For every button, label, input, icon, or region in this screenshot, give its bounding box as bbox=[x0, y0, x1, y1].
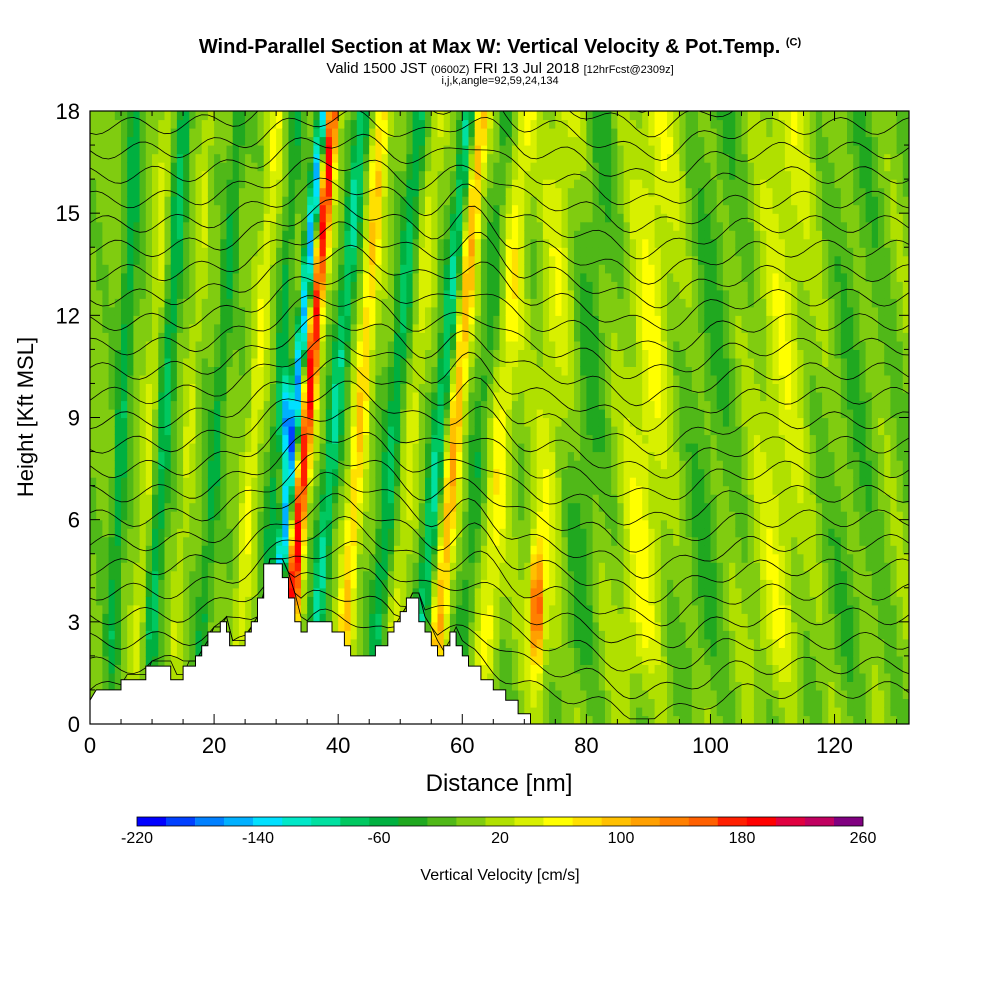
colorbar-tick-label: 100 bbox=[608, 830, 635, 847]
colorbar-swatch bbox=[688, 817, 719, 826]
y-tick-label: 3 bbox=[68, 610, 80, 635]
y-axis: 0 3 6 9 12 15 18 bbox=[56, 99, 909, 737]
x-tick-label: 100 bbox=[692, 733, 729, 758]
x-tick-label: 20 bbox=[202, 733, 226, 758]
y-axis-label: Height [Kft MSL] bbox=[13, 337, 38, 497]
colorbar-swatch bbox=[398, 817, 428, 826]
colorbar-swatch bbox=[601, 817, 631, 826]
terrain bbox=[90, 563, 531, 724]
x-tick-label: 120 bbox=[816, 733, 853, 758]
colorbar-swatch bbox=[369, 817, 399, 826]
x-tick-label: 40 bbox=[326, 733, 350, 758]
chart-params: i,j,k,angle=92,59,24,134 bbox=[441, 75, 559, 87]
colorbar-tick-label: 180 bbox=[729, 830, 756, 847]
colorbar-tick-label: -220 bbox=[121, 830, 153, 847]
chart-title: Wind-Parallel Section at Max W: Vertical… bbox=[198, 36, 802, 58]
colorbar-swatch bbox=[746, 817, 777, 826]
y-tick-label: 0 bbox=[68, 712, 80, 737]
colorbar-tick-label: -60 bbox=[367, 830, 390, 847]
colorbar-swatch bbox=[717, 817, 748, 826]
colorbar-swatch bbox=[427, 817, 457, 826]
y-tick-label: 12 bbox=[56, 303, 80, 328]
x-axis-label: Distance [nm] bbox=[426, 770, 573, 797]
x-tick-label: 80 bbox=[574, 733, 598, 758]
y-tick-label: 9 bbox=[68, 406, 80, 431]
colorbar-swatch bbox=[543, 817, 573, 826]
colorbar-swatch bbox=[195, 817, 225, 826]
x-tick-label: 0 bbox=[84, 733, 96, 758]
chart-subtitle: Valid 1500 JST (0600Z) FRI 13 Jul 2018 [… bbox=[326, 60, 674, 77]
y-tick-label: 6 bbox=[68, 508, 80, 533]
x-axis: 0 20 40 60 80 100 120 bbox=[84, 111, 898, 758]
colorbar-tick-label: -140 bbox=[242, 830, 274, 847]
colorbar-swatch bbox=[659, 817, 689, 826]
y-tick-label: 18 bbox=[56, 99, 80, 124]
colorbar-swatch bbox=[514, 817, 544, 826]
colorbar-swatch bbox=[834, 817, 864, 826]
colorbar-swatch bbox=[572, 817, 602, 826]
colorbar-swatch bbox=[253, 817, 283, 826]
colorbar-swatch bbox=[282, 817, 312, 826]
colorbar-swatch bbox=[456, 817, 486, 826]
colorbar-swatch bbox=[166, 817, 196, 826]
colorbar-swatch bbox=[775, 817, 806, 826]
colorbar-tick-label: 20 bbox=[491, 830, 509, 847]
colorbar-label: Vertical Velocity [cm/s] bbox=[420, 867, 579, 884]
colorbar-tick-label: 260 bbox=[850, 830, 877, 847]
colorbar-swatch bbox=[630, 817, 660, 826]
colorbar: -220 -140 -60 20 100 180 260 bbox=[121, 816, 877, 847]
colorbar-swatch bbox=[804, 817, 835, 826]
pot-temp-contours bbox=[90, 111, 909, 720]
y-tick-label: 15 bbox=[56, 201, 80, 226]
colorbar-swatch bbox=[137, 817, 167, 826]
colorbar-swatch bbox=[485, 817, 515, 826]
colorbar-swatch bbox=[311, 817, 341, 826]
colorbar-swatch bbox=[340, 817, 370, 826]
x-tick-label: 60 bbox=[450, 733, 474, 758]
colorbar-swatch bbox=[224, 817, 254, 826]
